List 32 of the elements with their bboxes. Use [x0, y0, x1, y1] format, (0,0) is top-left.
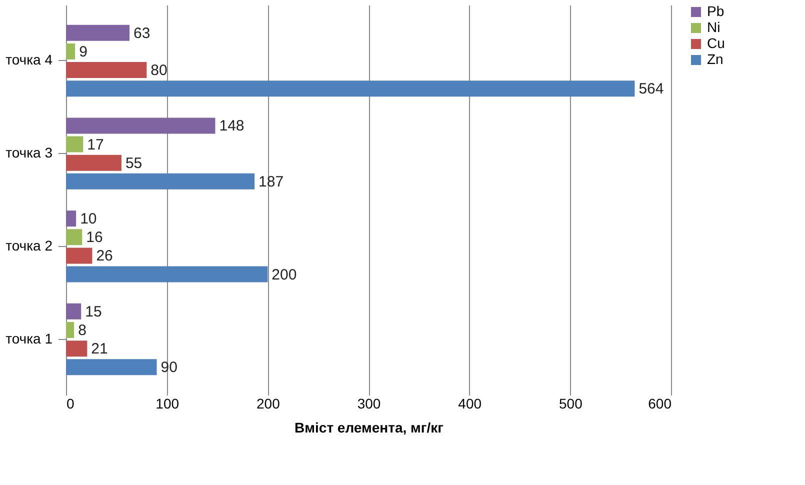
y-tick-label: точка 1 [6, 330, 53, 346]
data-label: 90 [160, 359, 178, 376]
legend-label: Zn [707, 51, 724, 67]
data-label: 148 [219, 118, 244, 135]
x-tick-label: 0 [66, 396, 74, 412]
x-tick-label: 400 [458, 396, 482, 412]
data-label: 16 [86, 229, 103, 246]
x-tick-label: 100 [156, 396, 180, 412]
x-tick-label: 300 [357, 396, 381, 412]
y-tick-label: точка 2 [6, 237, 53, 254]
y-tick-label: точка 3 [6, 144, 53, 161]
x-tick-label: 600 [648, 396, 672, 412]
data-label: 200 [272, 266, 297, 284]
data-label: 187 [258, 173, 284, 190]
data-label: 8 [78, 322, 86, 339]
data-label: 564 [638, 80, 664, 98]
data-label: 17 [87, 136, 104, 154]
data-label: 80 [150, 62, 168, 79]
data-label: 21 [91, 340, 108, 358]
data-label: 55 [125, 154, 142, 172]
x-axis-title: Вміст елемента, мг/кг [294, 420, 444, 436]
data-label: 63 [134, 24, 150, 42]
data-label: 9 [79, 43, 88, 60]
data-label: 10 [80, 210, 97, 228]
legend-label: Pb [707, 3, 724, 19]
x-tick-label: 200 [256, 396, 280, 412]
x-tick-label: 500 [558, 396, 583, 412]
legend-label: Cu [707, 35, 725, 51]
legend-label: Ni [707, 19, 720, 35]
y-tick-label: точка 4 [6, 52, 53, 68]
data-label: 15 [85, 303, 102, 320]
data-label: 26 [96, 248, 113, 265]
